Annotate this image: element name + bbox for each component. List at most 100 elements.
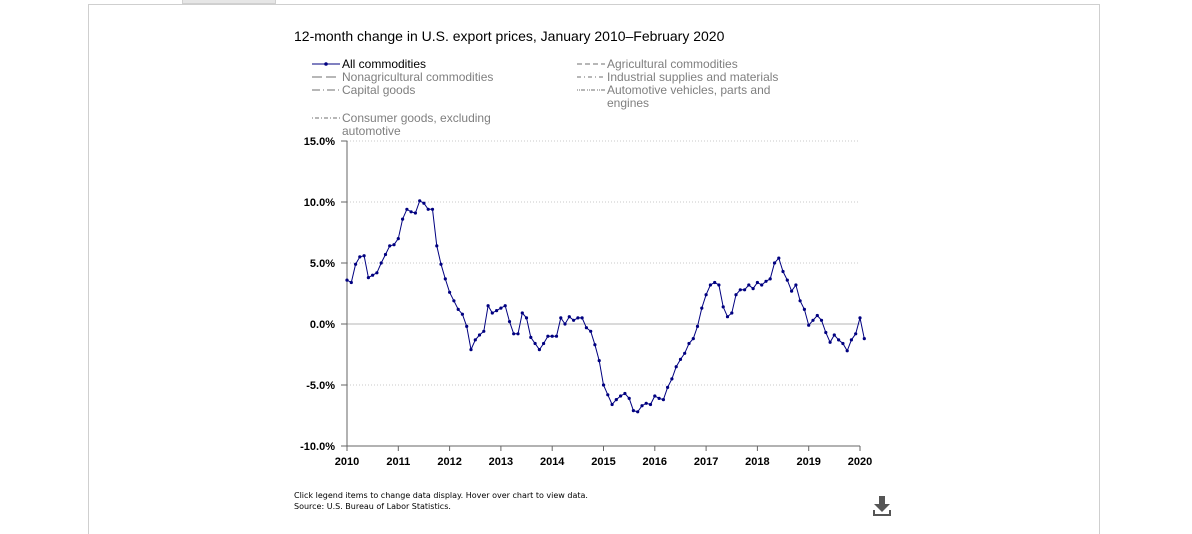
data-point — [858, 316, 862, 320]
data-point — [828, 340, 832, 344]
data-point — [507, 320, 512, 324]
footnote-source: Source: U.S. Bureau of Labor Statistics. — [294, 502, 451, 511]
data-point — [785, 278, 789, 282]
data-point — [418, 199, 422, 203]
x-tick-label: 2012 — [437, 456, 461, 468]
data-point — [648, 402, 653, 407]
footnote-instructions: Click legend items to change data displa… — [294, 491, 588, 500]
data-point — [460, 312, 464, 316]
data-point — [580, 316, 584, 320]
data-point — [631, 409, 636, 413]
x-tick-label: 2016 — [643, 456, 667, 468]
data-point — [811, 318, 815, 322]
data-point — [708, 283, 713, 287]
data-point — [815, 313, 819, 318]
data-point — [657, 396, 661, 400]
tab-stub[interactable] — [182, 0, 276, 4]
data-point — [473, 338, 477, 342]
data-point — [755, 280, 760, 285]
data-point — [554, 334, 559, 338]
data-point — [516, 332, 520, 336]
data-point — [738, 288, 742, 292]
data-point — [392, 243, 396, 247]
data-point — [533, 341, 537, 346]
data-point — [546, 334, 550, 338]
data-point — [477, 333, 482, 337]
x-tick-label: 2010 — [335, 456, 359, 468]
data-point — [700, 306, 704, 310]
data-point — [401, 217, 405, 221]
data-point — [366, 276, 370, 280]
line-chart[interactable]: 15.0% 10.0% 5.0% 0.0% -5.0% -10.0%2010 2011 201… — [0, 0, 1192, 520]
data-point — [448, 290, 452, 294]
data-point — [383, 252, 388, 257]
data-point — [819, 318, 824, 322]
data-point — [550, 334, 554, 338]
data-point — [537, 348, 542, 352]
series-line — [346, 200, 865, 413]
data-point — [695, 324, 700, 328]
x-tick-label: 2017 — [694, 456, 718, 468]
data-point — [486, 304, 490, 308]
data-point — [499, 306, 503, 310]
data-point — [456, 307, 460, 311]
data-point — [666, 385, 670, 389]
data-point — [734, 293, 738, 297]
data-point — [375, 271, 379, 275]
legend-label: Industrial supplies and materials — [607, 70, 779, 84]
data-point — [713, 280, 717, 285]
download-icon[interactable] — [872, 494, 892, 518]
data-point — [422, 201, 426, 205]
footnote: Click legend items to change data displa… — [294, 490, 588, 512]
data-point — [854, 332, 858, 336]
data-point — [388, 244, 392, 248]
data-point — [452, 299, 456, 303]
data-point — [589, 329, 593, 333]
data-point — [832, 333, 836, 337]
data-point — [354, 262, 358, 266]
y-tick-label: 15.0% — [304, 136, 335, 148]
data-point — [781, 269, 785, 274]
data-point — [520, 311, 524, 315]
data-point — [837, 338, 841, 342]
data-point — [862, 337, 866, 341]
data-point — [529, 335, 533, 339]
legend-swatch-automotive — [577, 89, 605, 91]
data-point — [764, 279, 768, 283]
data-point — [670, 377, 674, 381]
data-point — [790, 289, 794, 293]
data-point — [610, 402, 614, 407]
x-tick-label: 2018 — [745, 456, 769, 468]
data-point — [572, 318, 576, 322]
data-point — [721, 305, 725, 309]
data-point — [601, 383, 606, 387]
data-point — [576, 316, 580, 320]
data-point — [772, 261, 777, 265]
data-point — [597, 359, 601, 363]
data-point — [542, 341, 546, 346]
x-tick-label: 2019 — [796, 456, 820, 468]
data-point — [426, 207, 430, 211]
data-point — [559, 316, 563, 320]
data-point — [606, 393, 610, 397]
data-point — [794, 283, 798, 287]
data-point — [627, 396, 631, 400]
data-point — [807, 323, 811, 327]
data-point — [798, 299, 802, 303]
legend-swatch-capital-goods — [312, 89, 340, 91]
data-point — [691, 337, 695, 341]
data-point — [405, 207, 409, 211]
data-point — [849, 338, 854, 342]
data-point — [345, 278, 349, 282]
data-point — [760, 283, 764, 287]
data-point — [362, 254, 366, 258]
data-point — [371, 273, 375, 277]
legend-swatch-all-commodities — [312, 62, 340, 66]
data-point — [768, 277, 772, 281]
data-point — [683, 351, 687, 355]
data-point — [439, 262, 443, 266]
data-point — [824, 330, 828, 335]
y-tick-label: -10.0% — [300, 441, 335, 453]
x-tick-label: 2013 — [489, 456, 513, 468]
data-point — [413, 211, 417, 215]
